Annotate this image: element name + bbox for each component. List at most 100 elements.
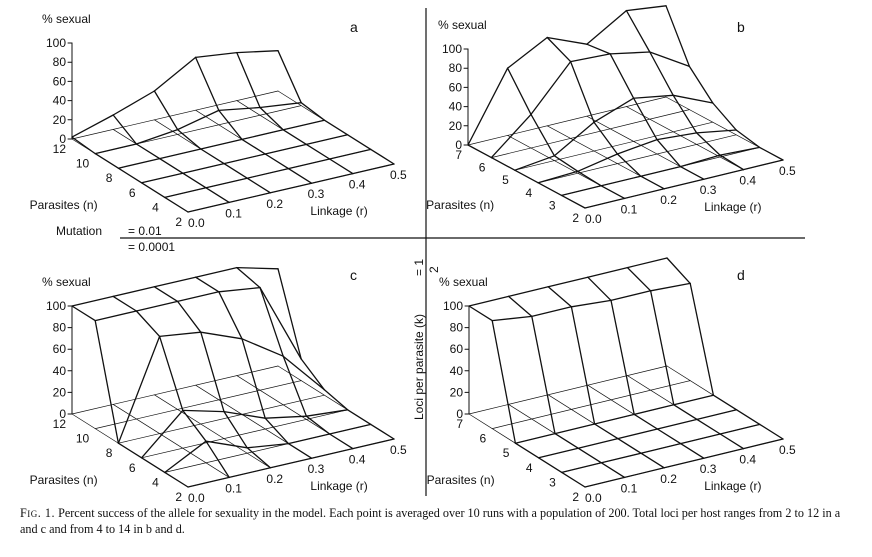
panel-a: 0 20 40 60 80 100 % sexual 0.0 0.1 0.2 0.3 0.4 0.5 2 4… [30, 12, 407, 230]
linkage-tick-label: 0.5 [390, 443, 407, 457]
floor-grid-line [154, 394, 271, 469]
surface-line [112, 114, 138, 145]
surface-line [223, 410, 248, 449]
surface-line [164, 196, 189, 213]
surface-line [182, 172, 207, 189]
z-axis-label: % sexual [42, 275, 91, 289]
surface-line [158, 148, 202, 160]
surface-line [94, 143, 138, 155]
surface-line [310, 172, 354, 184]
surface-line [577, 447, 603, 464]
surface-line [241, 338, 284, 357]
surface-line [593, 121, 619, 155]
surface-line [626, 257, 668, 269]
linkage-tick-label: 0.2 [660, 472, 677, 486]
surface-line [507, 295, 533, 318]
surface-line [531, 306, 573, 318]
surface-line [554, 423, 596, 435]
surface-line [228, 192, 272, 204]
surface-line [703, 168, 745, 180]
surface-line [537, 182, 563, 197]
z-tick-label: 60 [450, 342, 464, 356]
surface-line [194, 276, 220, 293]
linkage-tick-label: 0.4 [739, 453, 756, 467]
linkage-tick-label: 0.3 [700, 462, 717, 476]
surface-line [158, 335, 184, 412]
surface-line [346, 134, 372, 151]
surface-line [259, 286, 302, 360]
surface-line [205, 177, 248, 189]
linkage-tick-label: 0.0 [188, 491, 205, 505]
surface-line [205, 440, 230, 479]
surface-line [277, 268, 302, 360]
z-tick-label: 80 [449, 61, 463, 75]
surface-line [506, 67, 532, 116]
surface-line [305, 409, 349, 417]
surface-line [537, 457, 563, 474]
surface-line [259, 102, 302, 109]
surface-line [569, 53, 611, 63]
panel-b: 0 20 40 60 80 100 % sexual 0.0 0.1 0.2 0.3 0.4 0.5 2 3… [426, 5, 796, 226]
surface-line [673, 404, 698, 421]
surface-line [176, 291, 220, 303]
surface-line [672, 94, 698, 134]
parasite-tick-label: 4 [152, 200, 159, 214]
loci-per-parasite-label: Loci per parasite (k) [412, 314, 426, 420]
surface-line [586, 9, 628, 45]
surface-line [205, 440, 248, 449]
surface-line [305, 415, 331, 435]
surface-line [71, 295, 114, 307]
surface-line [625, 5, 667, 12]
linkage-tick-label: 0.3 [700, 183, 717, 197]
surface-line [135, 128, 179, 145]
surface-line [553, 155, 579, 172]
surface-line [246, 167, 290, 179]
surface-line [514, 442, 540, 459]
linkage-tick-label: 0.4 [349, 178, 366, 192]
parasite-tick-label: 10 [76, 432, 90, 446]
surface-line [200, 331, 225, 413]
parasite-tick-label: 6 [479, 161, 486, 175]
parasite-tick-label: 8 [106, 446, 113, 460]
surface-line [158, 157, 184, 174]
linkage-tick-label: 0.0 [188, 216, 205, 230]
linkage-tick-label: 0.5 [779, 443, 796, 457]
surface-line [649, 51, 674, 96]
parasite-tick-label: 2 [175, 490, 182, 504]
parasite-tick-label: 4 [526, 461, 533, 475]
surface-line [623, 188, 665, 200]
surface-line [490, 113, 532, 159]
surface-line [560, 194, 586, 209]
surface-line [112, 90, 156, 116]
surface-line [665, 5, 691, 68]
linkage-axis-label: Linkage (r) [310, 204, 367, 218]
linkage-tick-label: 0.2 [266, 472, 283, 486]
surface-line [514, 169, 539, 184]
parasite-tick-label: 3 [549, 475, 556, 489]
surface-line [547, 286, 573, 308]
surface-line [584, 476, 626, 488]
parasites-axis-label: Parasites (n) [426, 198, 494, 212]
linkage-tick-label: 0.1 [621, 202, 638, 216]
surface-line [600, 462, 626, 479]
floor-grid-line [514, 121, 714, 171]
surface-line [530, 60, 572, 116]
surface-line [246, 447, 272, 469]
surface-line [610, 299, 635, 416]
floor-grid-line [537, 134, 737, 184]
z-tick-label: 40 [53, 364, 67, 378]
surface-line [719, 433, 745, 450]
surface-line [514, 155, 556, 171]
z-tick-label: 100 [46, 299, 66, 313]
panel-letter: c [350, 267, 357, 283]
linkage-tick-label: 0.5 [390, 168, 407, 182]
panel-c: 0 20 40 60 80 100 % sexual 0.0 0.1 0.2 0.3 0.4 0.5 2 4… [30, 266, 407, 505]
surface-line [117, 442, 143, 459]
surface-line [236, 51, 261, 109]
surface-line [236, 50, 279, 54]
surface-line [182, 409, 207, 442]
figure-caption: Fig. 1. Percent success of the allele fo… [20, 505, 855, 537]
z-tick-label: 60 [53, 342, 67, 356]
surface-line [577, 170, 602, 187]
surface-line [546, 36, 572, 63]
